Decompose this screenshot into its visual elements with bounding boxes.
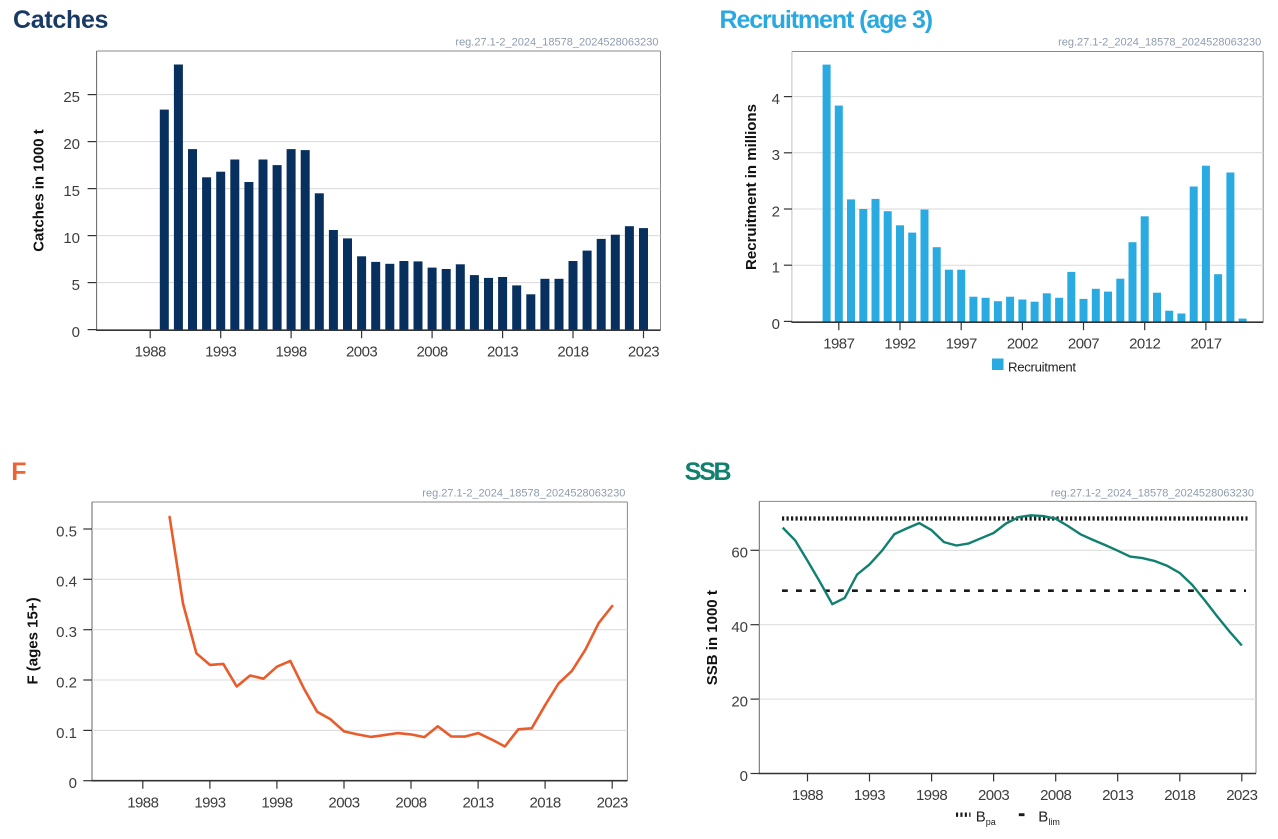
svg-text:reg.27.1-2_2024_18578_20245280: reg.27.1-2_2024_18578_2024528063230 [422,488,625,500]
svg-text:2007: 2007 [1068,335,1099,352]
svg-text:10: 10 [63,230,80,247]
svg-text:Recruitment in millions: Recruitment in millions [743,104,760,270]
svg-text:2008: 2008 [417,343,448,360]
svg-text:2002: 2002 [1007,335,1038,352]
svg-text:2023: 2023 [628,343,659,360]
svg-text:2008: 2008 [395,794,426,811]
svg-text:1992: 1992 [884,335,915,352]
svg-text:2: 2 [772,203,780,220]
svg-text:2023: 2023 [1226,787,1257,804]
svg-text:B: B [976,808,986,825]
svg-text:1998: 1998 [276,343,307,360]
svg-text:60: 60 [731,545,748,562]
svg-text:0.3: 0.3 [56,624,77,641]
svg-text:2012: 2012 [1129,335,1160,352]
svg-text:0: 0 [772,316,780,333]
svg-text:2018: 2018 [530,794,561,811]
svg-text:reg.27.1-2_2024_18578_20245280: reg.27.1-2_2024_18578_2024528063230 [1051,488,1254,500]
svg-text:pa: pa [986,817,996,827]
svg-text:0: 0 [72,324,80,341]
svg-text:lim: lim [1048,817,1060,827]
svg-text:2013: 2013 [1102,787,1133,804]
svg-text:2008: 2008 [1040,787,1071,804]
svg-text:2018: 2018 [1164,787,1195,804]
svg-text:reg.27.1-2_2024_18578_20245280: reg.27.1-2_2024_18578_2024528063230 [455,37,658,49]
svg-text:20: 20 [731,694,748,711]
svg-text:1987: 1987 [823,335,854,352]
svg-text:1998: 1998 [261,794,292,811]
svg-text:0: 0 [740,768,748,785]
svg-text:15: 15 [63,183,80,200]
svg-text:2013: 2013 [487,343,518,360]
svg-text:F (ages 15+): F (ages 15+) [25,597,42,684]
svg-text:0.1: 0.1 [56,725,77,742]
svg-text:1988: 1988 [792,787,823,804]
svg-text:Recruitment: Recruitment [1008,360,1076,375]
svg-text:1988: 1988 [127,794,158,811]
svg-text:2003: 2003 [978,787,1009,804]
svg-text:4: 4 [772,91,780,108]
svg-text:1993: 1993 [194,794,225,811]
svg-text:1: 1 [772,260,780,277]
svg-text:reg.27.1-2_2024_18578_20245280: reg.27.1-2_2024_18578_2024528063230 [1058,37,1261,49]
svg-text:Catches in 1000 t: Catches in 1000 t [31,129,48,252]
svg-text:2003: 2003 [328,794,359,811]
svg-text:5: 5 [72,277,80,294]
svg-text:2023: 2023 [597,794,628,811]
svg-text:SSB: SSB [685,458,731,486]
svg-text:SSB in 1000 t: SSB in 1000 t [704,590,721,685]
svg-text:Catches: Catches [13,6,108,34]
svg-text:25: 25 [63,89,80,106]
svg-text:3: 3 [772,147,780,164]
svg-text:1998: 1998 [916,787,947,804]
svg-text:1997: 1997 [946,335,977,352]
svg-text:1993: 1993 [205,343,236,360]
svg-text:F: F [11,458,26,486]
svg-text:40: 40 [731,619,748,636]
svg-text:0.2: 0.2 [56,674,77,691]
svg-text:0: 0 [69,775,77,792]
svg-text:1993: 1993 [854,787,885,804]
svg-text:2003: 2003 [346,343,377,360]
svg-text:Recruitment (age 3): Recruitment (age 3) [720,6,933,34]
svg-text:0.5: 0.5 [56,523,77,540]
svg-text:1988: 1988 [135,343,166,360]
svg-text:20: 20 [63,136,80,153]
svg-text:2017: 2017 [1190,335,1221,352]
svg-text:2018: 2018 [557,343,588,360]
svg-text:B: B [1038,808,1048,825]
svg-text:2013: 2013 [463,794,494,811]
svg-text:0.4: 0.4 [56,574,77,591]
